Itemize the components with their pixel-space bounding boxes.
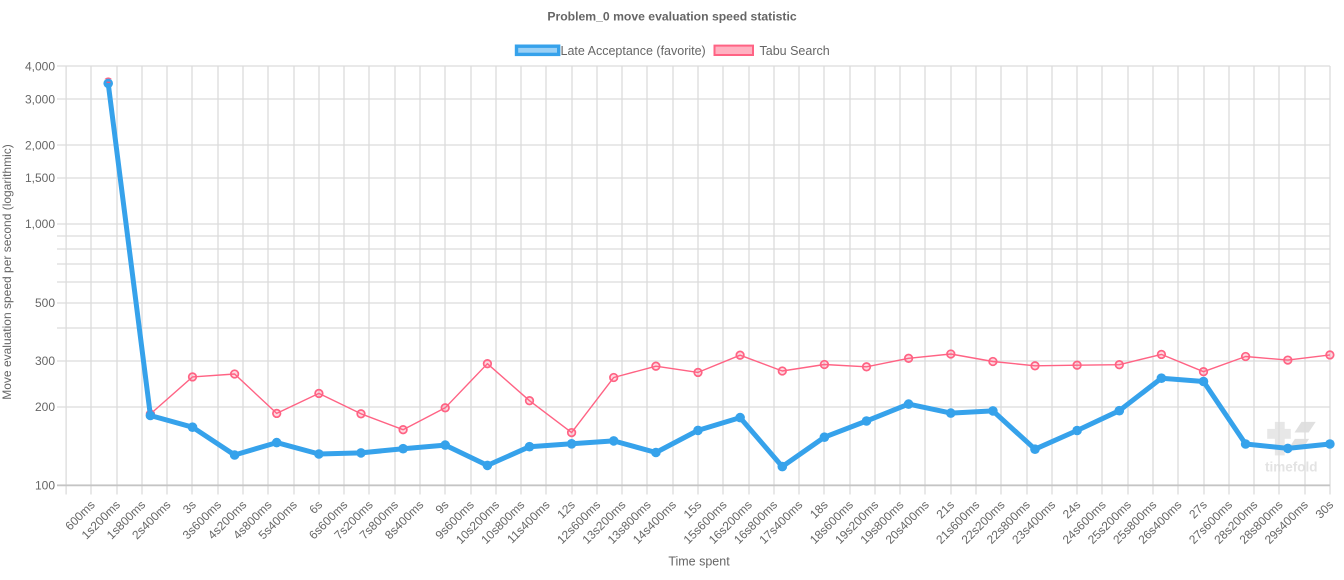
svg-text:Late Acceptance (favorite): Late Acceptance (favorite) <box>561 44 706 58</box>
svg-text:500: 500 <box>35 296 55 310</box>
svg-text:4,000: 4,000 <box>25 60 55 74</box>
svg-text:Tabu Search: Tabu Search <box>760 44 830 58</box>
svg-text:timefold: timefold <box>1265 460 1318 475</box>
svg-text:Time spent: Time spent <box>668 555 730 569</box>
svg-text:2,000: 2,000 <box>25 138 55 152</box>
svg-text:300: 300 <box>35 354 55 368</box>
svg-text:100: 100 <box>35 479 55 493</box>
svg-text:1,000: 1,000 <box>25 217 55 231</box>
svg-text:Problem_0 move evaluation spee: Problem_0 move evaluation speed statisti… <box>547 10 796 24</box>
svg-text:200: 200 <box>35 400 55 414</box>
svg-text:Move evaluation speed per seco: Move evaluation speed per second (logari… <box>0 144 14 399</box>
svg-text:1,500: 1,500 <box>25 171 55 185</box>
svg-text:3,000: 3,000 <box>25 92 55 106</box>
